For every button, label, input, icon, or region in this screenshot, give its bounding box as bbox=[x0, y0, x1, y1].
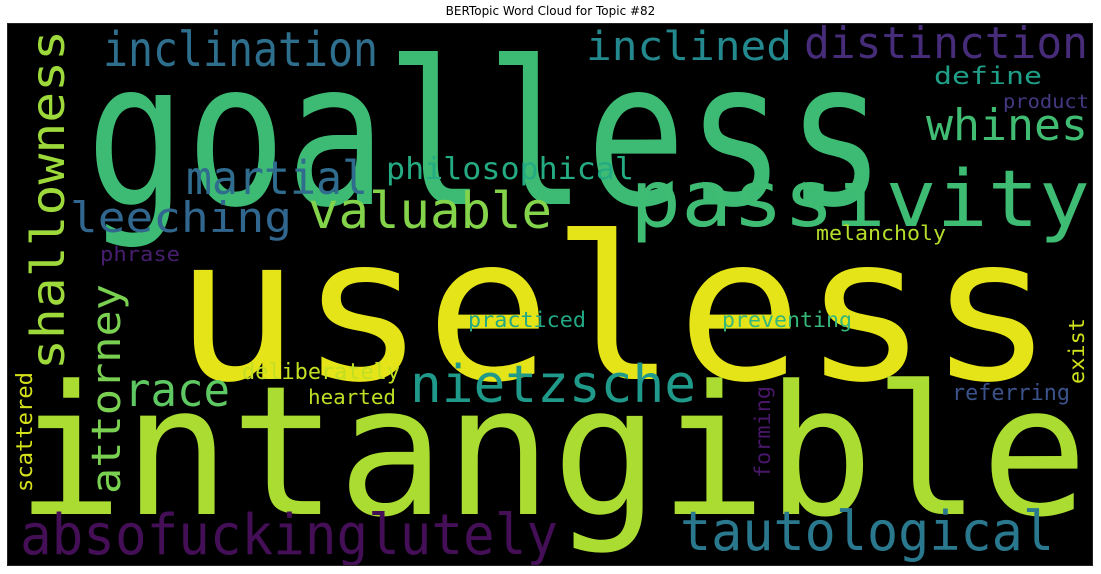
word-valuable: valuable bbox=[308, 182, 552, 240]
word-practiced: practiced bbox=[468, 308, 586, 332]
word-preventing: preventing bbox=[722, 308, 852, 332]
word-hearted: hearted bbox=[308, 385, 396, 409]
word-forming: forming bbox=[751, 386, 775, 478]
word-inclined: inclined bbox=[586, 24, 792, 70]
word-passivity: passivity bbox=[630, 155, 1090, 245]
word-race: race bbox=[124, 363, 230, 417]
word-whines: whines bbox=[926, 100, 1088, 151]
word-intangible: intangible bbox=[16, 348, 1088, 557]
word-absofuckinglutely: absofuckinglutely bbox=[20, 503, 558, 566]
word-nietzsche: nietzsche bbox=[410, 355, 696, 415]
word-product: product bbox=[1003, 91, 1089, 113]
word-phrase: phrase bbox=[100, 242, 180, 266]
word-scattered: scattered bbox=[13, 372, 38, 492]
word-exist: exist bbox=[1065, 318, 1089, 384]
word-goalless: goalless bbox=[86, 24, 886, 252]
word-distinction: distinction bbox=[804, 24, 1088, 69]
word-define: define bbox=[934, 62, 1042, 90]
word-philosophical: philosophical bbox=[386, 152, 634, 187]
word-leeching: leeching bbox=[70, 193, 292, 242]
word-cloud-svg: goalless passivity inclination inclined … bbox=[13, 24, 1090, 566]
word-melancholy: melancholy bbox=[816, 221, 946, 245]
word-cloud-canvas: goalless passivity inclination inclined … bbox=[7, 23, 1093, 566]
word-referring: referring bbox=[952, 381, 1070, 406]
word-attorney: attorney bbox=[84, 284, 130, 494]
word-tautological: tautological bbox=[680, 500, 1054, 563]
word-deliberately: deliberately bbox=[242, 360, 400, 385]
word-martial: martial bbox=[186, 151, 368, 205]
word-inclination: inclination bbox=[103, 24, 378, 78]
word-useless: useless bbox=[174, 194, 1054, 427]
word-shallowness: shallowness bbox=[21, 30, 75, 370]
chart-title: BERTopic Word Cloud for Topic #82 bbox=[445, 4, 656, 18]
